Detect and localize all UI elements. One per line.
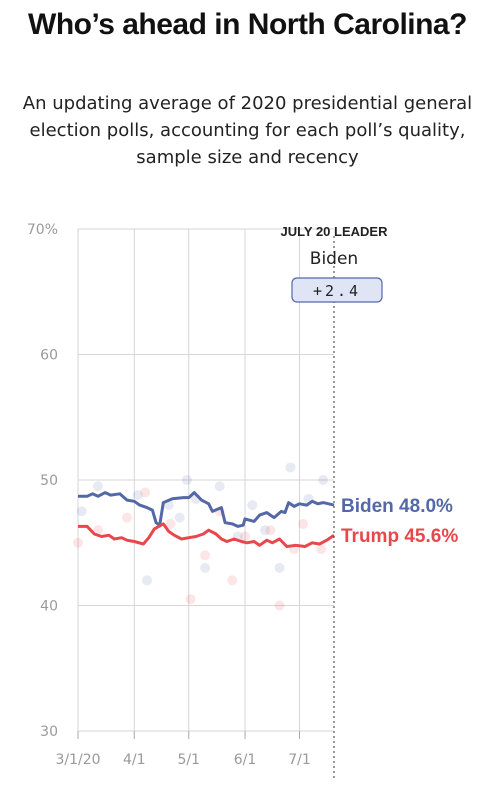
biden-poll-dot [132,490,143,501]
biden-poll-dot [318,475,329,485]
trump-poll-dot [92,525,103,536]
y-tick-label: 70% [27,222,58,238]
trump-poll-dot [73,537,83,548]
trump-poll-dot [200,550,211,561]
biden-poll-dot [247,500,258,511]
trump-poll-dot [274,600,285,611]
trump-poll-dot [140,487,151,498]
page-subtitle: An updating average of 2020 presidential… [22,93,473,168]
trump-poll-dot [240,531,251,542]
trump-end-label: Trump 45.6% [341,526,458,547]
leader-date-label: JULY 20 LEADER [281,224,389,239]
trump-average-line [78,522,335,548]
biden-poll-dot [260,525,271,536]
trump-poll-dot [298,518,309,529]
y-tick-label: 60 [40,348,58,364]
biden-poll-dot [274,562,285,573]
x-tick-label: 6/1 [234,752,257,768]
page-title: Who’s ahead in North Carolina? [28,8,467,41]
trump-poll-dot [316,544,327,555]
trump-poll-dot [165,518,176,529]
biden-end-label: Biden 48.0% [341,496,453,517]
biden-poll-dot [92,481,103,492]
x-tick-label: 3/1/20 [55,752,100,768]
biden-average-line [78,491,335,528]
trump-poll-dot [122,512,133,523]
biden-poll-dot [76,506,87,517]
x-tick-label: 7/1 [288,752,311,768]
leader-name: Biden [310,249,358,269]
y-tick-label: 50 [40,473,58,489]
x-tick-label: 5/1 [177,752,200,768]
biden-poll-dot [285,462,296,473]
x-tick-label: 4/1 [123,752,146,768]
biden-poll-dot [141,575,152,586]
trump-poll-dot [265,525,276,536]
poll-dots [73,462,329,611]
leader-callout[interactable]: JULY 20 LEADER Biden +2.4 [281,224,389,780]
y-tick-label: 30 [40,724,58,740]
biden-poll-dot [200,562,211,573]
trump-poll-dot [227,575,238,586]
leader-margin: +2.4 [313,282,361,300]
y-tick-label: 40 [40,599,58,615]
grid [77,228,334,739]
average-lines: Biden 48.0% Trump 45.6% [78,491,458,548]
leader-margin-badge [291,277,383,303]
axis-labels: 30 40 50 60 70% 3/1/20 4/1 5/1 6/1 7/1 [27,222,311,768]
biden-poll-dot [214,481,225,492]
biden-poll-dot [181,475,192,485]
biden-poll-dot [174,512,185,523]
trump-poll-dot [185,594,196,605]
